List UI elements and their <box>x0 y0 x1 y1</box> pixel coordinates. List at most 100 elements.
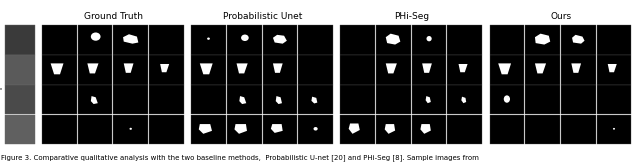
Polygon shape <box>386 63 397 73</box>
Bar <box>298 55 333 85</box>
Bar <box>227 85 262 114</box>
Text: Probabilistic Unet: Probabilistic Unet <box>223 12 302 21</box>
Bar <box>412 25 447 55</box>
Polygon shape <box>386 34 401 44</box>
Bar <box>262 55 297 85</box>
Ellipse shape <box>613 128 615 130</box>
Bar <box>412 55 447 85</box>
Bar <box>262 25 297 55</box>
Polygon shape <box>420 124 431 134</box>
Bar <box>376 115 411 144</box>
Polygon shape <box>572 35 584 44</box>
Bar <box>561 85 596 114</box>
Ellipse shape <box>91 32 100 41</box>
Bar <box>340 115 375 144</box>
Bar <box>42 85 77 114</box>
Bar <box>376 55 411 85</box>
Text: Figure 3. Comparative qualitative analysis with the two baseline methods,  Proba: Figure 3. Comparative qualitative analys… <box>1 155 479 161</box>
Bar <box>596 25 631 55</box>
Bar <box>298 85 333 114</box>
Bar <box>149 115 184 144</box>
Bar <box>447 25 482 55</box>
Bar <box>525 25 560 55</box>
Bar <box>447 85 482 114</box>
Polygon shape <box>458 64 468 72</box>
Bar <box>113 85 148 114</box>
Bar <box>5 85 35 114</box>
Bar <box>596 85 631 114</box>
Bar <box>262 85 297 114</box>
Bar <box>149 55 184 85</box>
Polygon shape <box>91 96 98 104</box>
Bar <box>227 25 262 55</box>
Polygon shape <box>237 63 248 73</box>
Polygon shape <box>123 34 138 44</box>
Polygon shape <box>312 97 317 104</box>
Bar <box>5 25 35 55</box>
Bar <box>42 25 77 55</box>
Bar <box>376 85 411 114</box>
Bar <box>42 55 77 85</box>
Bar <box>490 115 524 144</box>
Bar <box>490 25 524 55</box>
Bar <box>113 25 148 55</box>
Bar <box>5 115 35 144</box>
Bar <box>447 115 482 144</box>
Bar <box>149 85 184 114</box>
Bar <box>340 25 375 55</box>
Bar <box>149 25 184 55</box>
Bar <box>596 55 631 85</box>
Ellipse shape <box>426 36 432 41</box>
Polygon shape <box>349 124 360 134</box>
Bar <box>412 115 447 144</box>
Bar <box>561 25 596 55</box>
Ellipse shape <box>504 95 510 103</box>
Bar <box>340 85 375 114</box>
Bar <box>525 115 560 144</box>
Bar <box>227 115 262 144</box>
Polygon shape <box>160 64 169 72</box>
Text: PHi-Seg: PHi-Seg <box>394 12 429 21</box>
Bar <box>561 115 596 144</box>
Ellipse shape <box>314 127 317 131</box>
Bar <box>490 85 524 114</box>
Bar <box>525 55 560 85</box>
Ellipse shape <box>241 35 249 41</box>
Polygon shape <box>426 96 431 103</box>
Bar <box>77 55 113 85</box>
Bar <box>490 55 524 85</box>
Polygon shape <box>608 64 617 72</box>
Polygon shape <box>276 96 282 104</box>
Bar <box>596 115 631 144</box>
Bar <box>227 55 262 85</box>
Bar <box>191 115 226 144</box>
Bar <box>376 25 411 55</box>
Bar <box>298 115 333 144</box>
Polygon shape <box>124 63 134 73</box>
Bar <box>525 85 560 114</box>
Text: Ours: Ours <box>550 12 572 21</box>
Polygon shape <box>461 97 466 103</box>
Bar <box>340 55 375 85</box>
Polygon shape <box>199 124 212 134</box>
Bar <box>412 85 447 114</box>
Polygon shape <box>234 124 247 134</box>
Polygon shape <box>498 63 511 74</box>
Ellipse shape <box>207 37 210 40</box>
Polygon shape <box>385 124 395 134</box>
Polygon shape <box>535 34 550 44</box>
Bar <box>191 85 226 114</box>
Bar <box>77 25 113 55</box>
Bar <box>77 85 113 114</box>
Polygon shape <box>273 35 287 44</box>
Bar <box>42 115 77 144</box>
Polygon shape <box>239 96 246 104</box>
Bar <box>447 55 482 85</box>
Ellipse shape <box>129 128 132 130</box>
Bar <box>298 25 333 55</box>
Polygon shape <box>422 63 432 73</box>
Bar <box>113 55 148 85</box>
Bar <box>113 115 148 144</box>
Polygon shape <box>572 63 581 73</box>
Polygon shape <box>51 63 63 74</box>
